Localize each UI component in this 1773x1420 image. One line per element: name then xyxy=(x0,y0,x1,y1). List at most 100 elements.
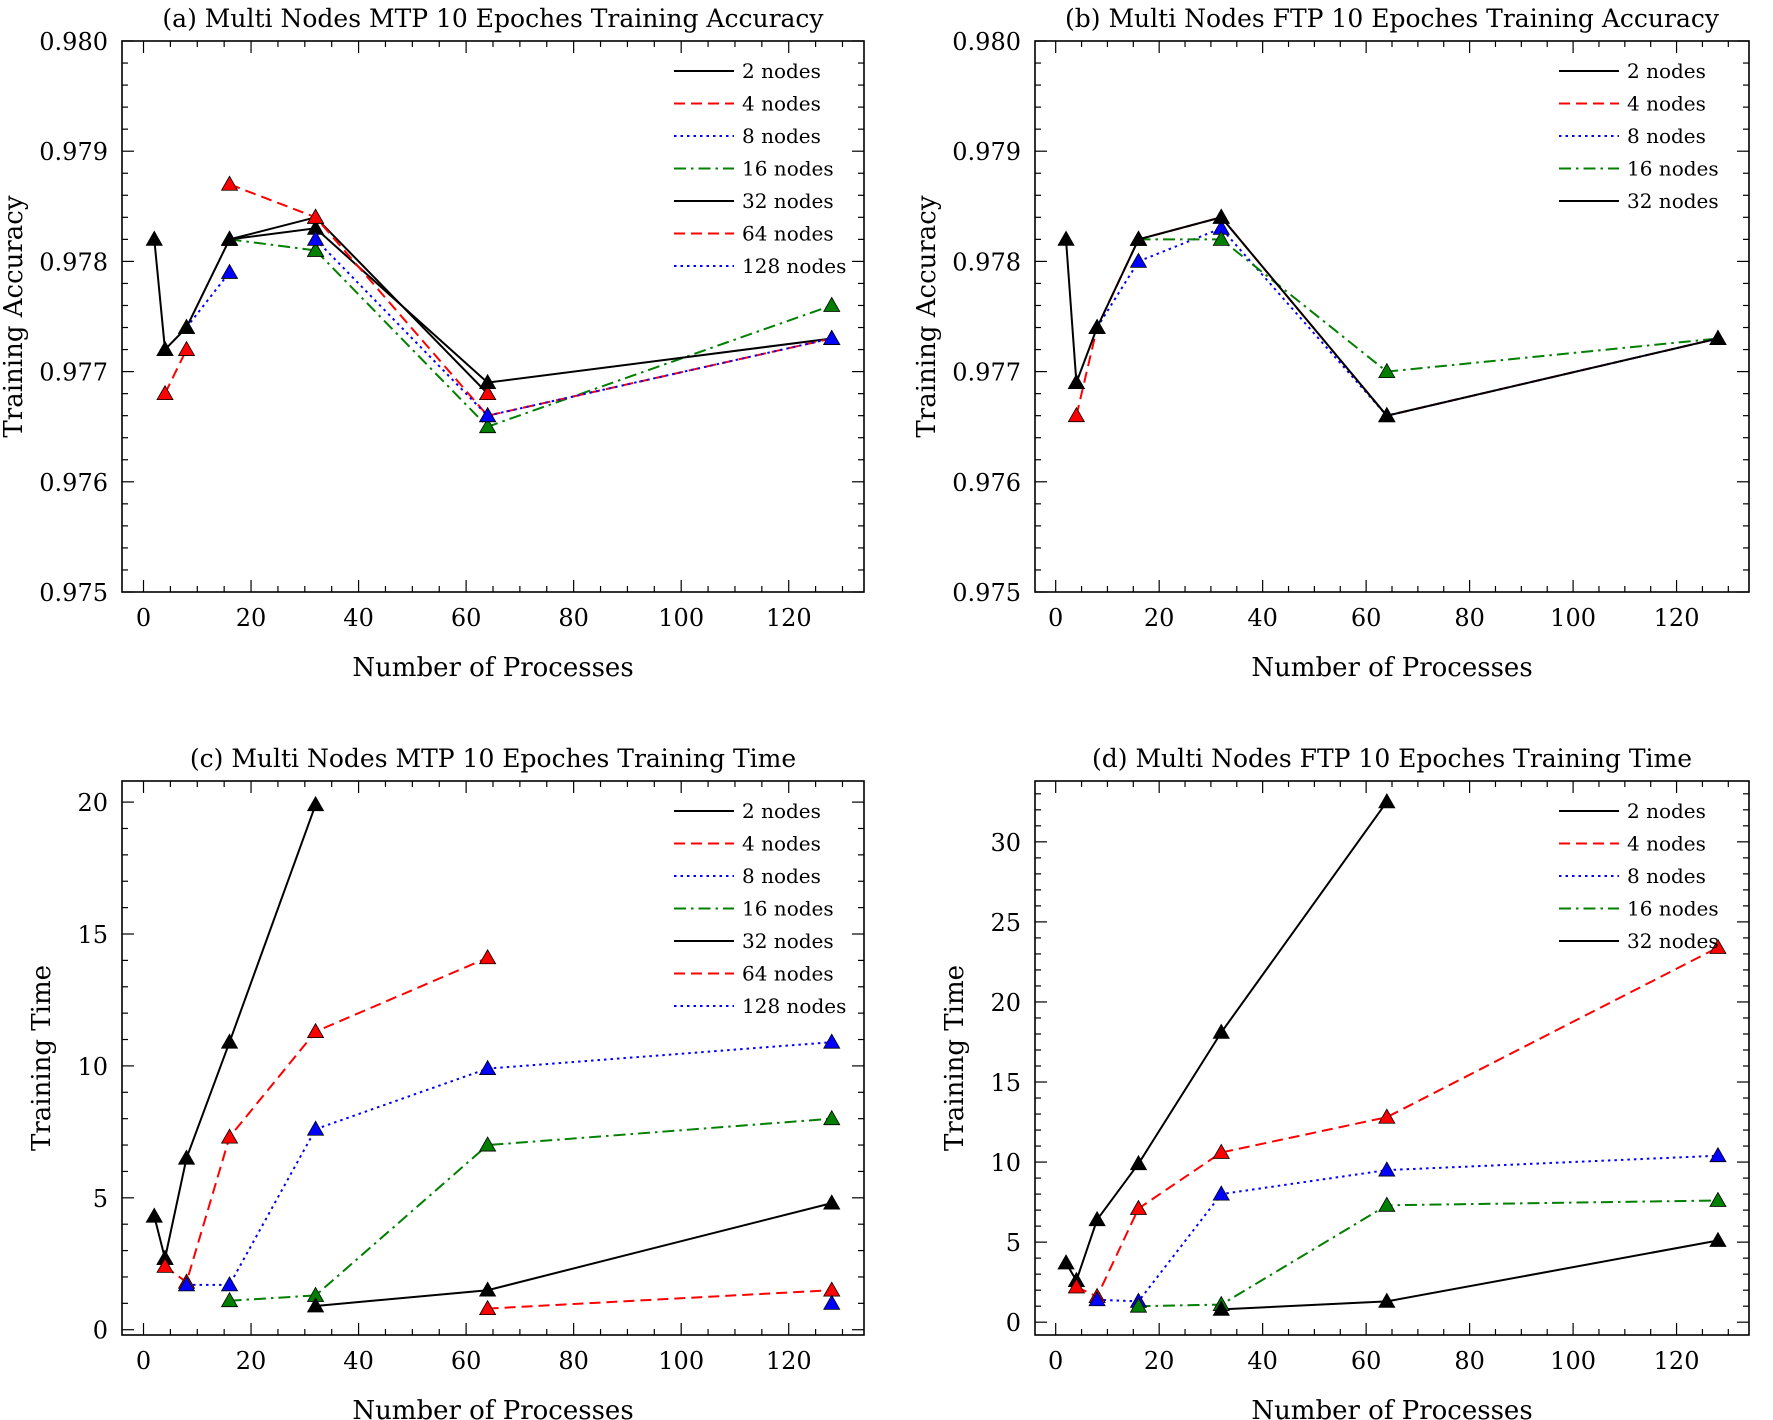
series-2-nodes-point xyxy=(145,230,163,246)
extra-series-point xyxy=(306,795,325,812)
legend-label: 32 nodes xyxy=(742,929,834,953)
series-32-nodes-point xyxy=(220,230,239,246)
x-tick-label: 40 xyxy=(343,1347,374,1375)
legend-label: 8 nodes xyxy=(742,124,821,148)
x-axis-label: Number of Processes xyxy=(1251,1396,1532,1420)
series-2-nodes-line xyxy=(153,239,166,350)
y-tick-label: 10 xyxy=(77,1053,108,1081)
series-4-nodes-point xyxy=(156,1257,174,1273)
legend-label: 4 nodes xyxy=(742,92,821,116)
legend-label: 16 nodes xyxy=(1627,897,1719,921)
plot-area xyxy=(145,175,841,434)
series-4-nodes-point xyxy=(1067,1278,1086,1294)
chart-title: (d) Multi Nodes FTP 10 Epoches Training … xyxy=(1092,744,1692,773)
y-tick-label: 0 xyxy=(1006,1309,1021,1337)
series-2-nodes-line xyxy=(1065,801,1388,1283)
series-2-nodes-point xyxy=(1129,1154,1148,1171)
y-tick-label: 0.976 xyxy=(952,469,1021,497)
series-32-nodes-point xyxy=(1378,1292,1396,1308)
legend-label: 128 nodes xyxy=(742,994,846,1018)
axes-frame xyxy=(121,780,865,1336)
series-16-nodes-line xyxy=(229,1117,832,1302)
series-32-nodes-point xyxy=(478,373,497,390)
series-4-nodes-point xyxy=(1709,938,1727,954)
chart-panel-1: (b) Multi Nodes FTP 10 Epoches Training … xyxy=(912,4,1750,683)
x-tick-label: 80 xyxy=(558,604,589,632)
chart-panel-0: (a) Multi Nodes MTP 10 Epoches Training … xyxy=(0,4,865,683)
series-4-nodes-point xyxy=(220,1128,239,1144)
series-16-nodes-line xyxy=(229,238,316,252)
y-tick-label: 0.975 xyxy=(952,579,1021,607)
x-tick-label: 0 xyxy=(136,604,151,632)
y-tick-label: 30 xyxy=(990,829,1021,857)
extra-series-point xyxy=(177,1149,196,1165)
series-4-nodes-point xyxy=(1378,1108,1396,1124)
x-tick-label: 100 xyxy=(658,1347,704,1375)
series-64-nodes-line xyxy=(487,1289,832,1310)
plot-area xyxy=(1057,208,1727,423)
series-4-nodes-line xyxy=(1075,216,1719,417)
legend-label: 64 nodes xyxy=(742,222,834,246)
series-32-nodes-line xyxy=(315,1202,832,1307)
legend-label: 32 nodes xyxy=(742,189,834,213)
x-tick-label: 40 xyxy=(1247,1347,1278,1375)
y-tick-label: 0.977 xyxy=(39,359,108,387)
series-8-nodes-point xyxy=(478,1059,497,1075)
x-tick-label: 60 xyxy=(451,604,482,632)
series-64-nodes-point xyxy=(478,1299,497,1316)
y-tick-label: 0.980 xyxy=(39,28,108,56)
series-4-nodes-point xyxy=(478,948,497,965)
legend-label: 32 nodes xyxy=(1627,189,1719,213)
x-tick-label: 120 xyxy=(766,604,812,632)
x-axis-label: Number of Processes xyxy=(352,1396,633,1420)
legend-label: 64 nodes xyxy=(742,962,834,986)
axes-frame xyxy=(1034,40,1750,593)
y-tick-label: 20 xyxy=(77,789,108,817)
series-16-nodes-point xyxy=(1212,230,1230,246)
x-tick-label: 0 xyxy=(1048,1347,1063,1375)
y-tick-label: 15 xyxy=(77,921,108,949)
legend-label: 4 nodes xyxy=(1627,92,1706,116)
chart-title: (c) Multi Nodes MTP 10 Epoches Training … xyxy=(190,744,796,773)
y-tick-label: 0.980 xyxy=(952,28,1021,56)
legend: 2 nodes 4 nodes 8 nodes 16 nodes 32 nodes 64 … xyxy=(674,59,846,278)
y-tick-label: 15 xyxy=(990,1069,1021,1097)
legend-label: 2 nodes xyxy=(742,799,821,823)
series-4-nodes-line xyxy=(1075,946,1719,1298)
y-tick-label: 0.978 xyxy=(952,248,1021,276)
series-64-nodes-point xyxy=(306,208,325,224)
series-8-nodes-line xyxy=(186,1041,832,1286)
series-8-nodes-line xyxy=(185,271,231,329)
series-32-nodes-point xyxy=(823,1194,841,1210)
legend-label: 8 nodes xyxy=(1627,864,1706,888)
y-tick-label: 0.979 xyxy=(39,138,108,166)
series-32-nodes-point xyxy=(1212,208,1230,224)
series-4-nodes-line xyxy=(164,349,188,395)
x-tick-label: 120 xyxy=(766,1347,812,1375)
extra-series-point xyxy=(478,417,497,434)
x-tick-label: 100 xyxy=(1550,1347,1596,1375)
y-tick-label: 5 xyxy=(93,1185,108,1213)
chart-panel-2: (c) Multi Nodes MTP 10 Epoches Training … xyxy=(27,744,865,1420)
y-axis-label: Training Time xyxy=(940,965,970,1151)
series-64-nodes-point xyxy=(823,1281,841,1297)
series-2-nodes-point xyxy=(1057,1254,1075,1270)
y-tick-label: 0.976 xyxy=(39,469,108,497)
legend-label: 2 nodes xyxy=(742,59,821,83)
series-2-nodes-line xyxy=(153,1216,166,1259)
x-tick-label: 20 xyxy=(236,1347,267,1375)
y-axis-label: Training Time xyxy=(27,965,57,1151)
y-tick-label: 5 xyxy=(1006,1229,1021,1257)
series-4-nodes-line xyxy=(164,956,488,1284)
chart-title: (b) Multi Nodes FTP 10 Epoches Training … xyxy=(1065,4,1720,33)
series-32-nodes-point xyxy=(1129,230,1148,246)
series-8-nodes-point xyxy=(1378,1161,1396,1177)
series-8-nodes-line xyxy=(1096,227,1719,417)
series-32-nodes-point xyxy=(177,318,196,334)
series-32-nodes-line xyxy=(164,227,832,384)
series-16-nodes-point xyxy=(823,1109,841,1126)
legend-label: 8 nodes xyxy=(742,864,821,888)
x-axis-label: Number of Processes xyxy=(352,653,633,683)
series-16-nodes-point xyxy=(306,241,325,257)
